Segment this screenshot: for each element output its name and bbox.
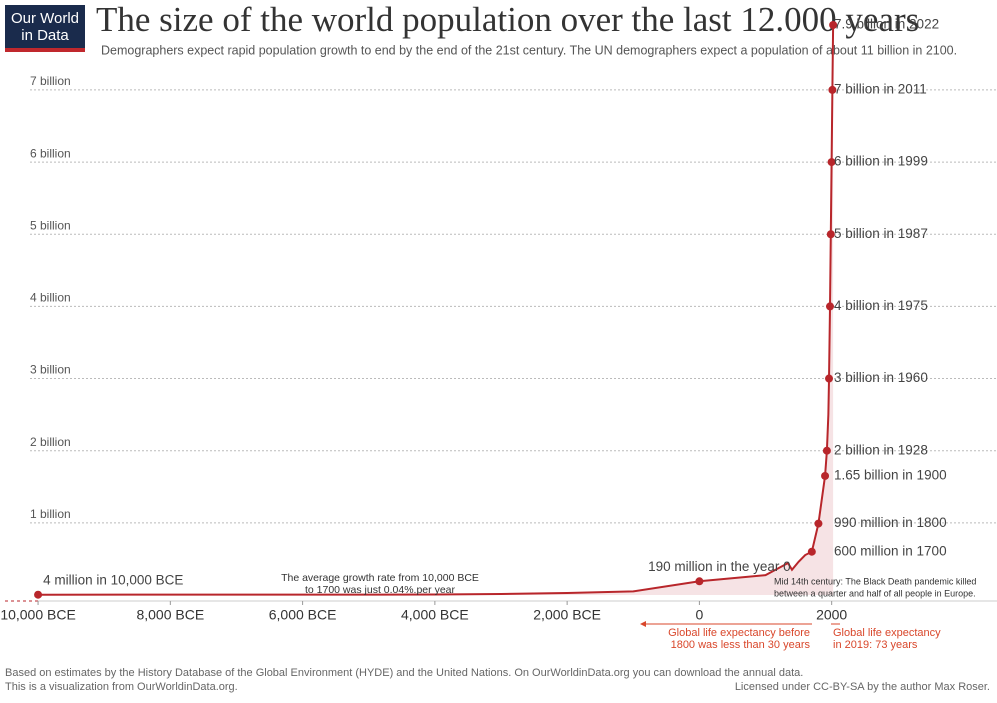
point-label: 6 billion in 1999 xyxy=(834,154,928,169)
chart-title: The size of the world population over th… xyxy=(96,0,919,39)
point xyxy=(827,158,836,167)
point-label: 990 million in 1800 xyxy=(834,515,947,530)
annotation: Global life expectancy xyxy=(833,627,941,639)
annotation: Global life expectancy before xyxy=(668,627,810,639)
annotation: Mid 14th century: The Black Death pandem… xyxy=(774,576,976,586)
annotation: 1800 was less than 30 years xyxy=(671,639,811,651)
point xyxy=(825,374,834,383)
annotation: in 2019: 73 years xyxy=(833,639,918,651)
footer-note: This is a visualization from OurWorldinD… xyxy=(5,681,238,693)
point xyxy=(822,446,831,455)
footer-license: Licensed under CC-BY-SA by the author Ma… xyxy=(735,681,990,693)
logo-text: Our World xyxy=(11,10,79,27)
chart-subtitle: Demographers expect rapid population gro… xyxy=(101,43,957,57)
y-tick-label: 1 billion xyxy=(30,507,71,521)
point-label: 3 billion in 1960 xyxy=(834,370,928,385)
y-tick-label: 3 billion xyxy=(30,363,71,377)
area xyxy=(38,25,834,595)
point-label: 600 million in 1700 xyxy=(834,543,947,558)
point xyxy=(807,547,816,556)
y-tick-label: 2 billion xyxy=(30,435,71,449)
x-tick-label: 10,000 BCE xyxy=(0,607,76,623)
point-label: 4 million in 10,000 BCE xyxy=(43,572,183,587)
logo-bar xyxy=(5,48,85,52)
x-tick-label: 8,000 BCE xyxy=(136,607,204,623)
point-label: 5 billion in 1987 xyxy=(834,226,928,241)
point-label: 4 billion in 1975 xyxy=(834,298,928,313)
point xyxy=(821,471,830,480)
y-tick-label: 7 billion xyxy=(30,74,71,88)
arrowhead xyxy=(640,621,646,627)
y-tick-label: 5 billion xyxy=(30,218,71,232)
point xyxy=(829,21,838,29)
x-tick-label: 2,000 BCE xyxy=(533,607,601,623)
y-tick-label: 6 billion xyxy=(30,146,71,160)
point xyxy=(695,577,704,586)
point xyxy=(34,590,43,599)
annotation: to 1700 was just 0.04%.per year xyxy=(305,584,456,596)
logo-text: in Data xyxy=(21,27,69,44)
point-label: 7 billion in 2011 xyxy=(834,81,927,96)
point-label: 7.9 billion in 2022 xyxy=(834,17,939,32)
point xyxy=(814,519,823,528)
x-tick-label: 0 xyxy=(696,607,704,623)
x-tick-label: 4,000 BCE xyxy=(401,607,469,623)
annotation: between a quarter and half of all people… xyxy=(774,588,976,598)
point xyxy=(826,230,835,239)
footer-source: Based on estimates by the History Databa… xyxy=(5,667,803,679)
point xyxy=(826,302,835,311)
annotation: The average growth rate from 10,000 BCE xyxy=(281,572,479,584)
y-tick-label: 4 billion xyxy=(30,291,71,305)
point-label: 2 billion in 1928 xyxy=(834,442,928,457)
logo-box xyxy=(5,5,85,52)
point-label: 190 million in the year 0 xyxy=(648,559,791,574)
point xyxy=(828,85,837,94)
line xyxy=(38,24,835,596)
x-tick-label: 6,000 BCE xyxy=(269,607,337,623)
x-tick-label: 2000 xyxy=(816,607,847,623)
point-label: 1.65 billion in 1900 xyxy=(834,468,947,483)
